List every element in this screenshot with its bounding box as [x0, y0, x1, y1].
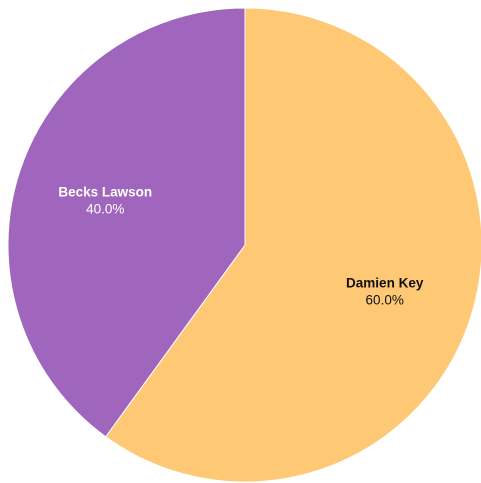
- pie-labels: Damien Key 60.0% Becks Lawson 40.0%: [58, 185, 423, 308]
- pie-slices: [7, 7, 481, 483]
- slice-label-group: Damien Key 60.0%: [346, 275, 424, 307]
- slice-percent-label: 60.0%: [366, 292, 404, 307]
- slice-label-group: Becks Lawson 40.0%: [58, 185, 152, 217]
- pie-slice-damien-key[interactable]: [104, 7, 481, 483]
- slice-name-label: Becks Lawson: [58, 185, 152, 200]
- slice-percent-label: 40.0%: [86, 202, 124, 217]
- slice-name-label: Damien Key: [346, 275, 424, 290]
- pie-slice-becks-lawson[interactable]: [7, 7, 246, 438]
